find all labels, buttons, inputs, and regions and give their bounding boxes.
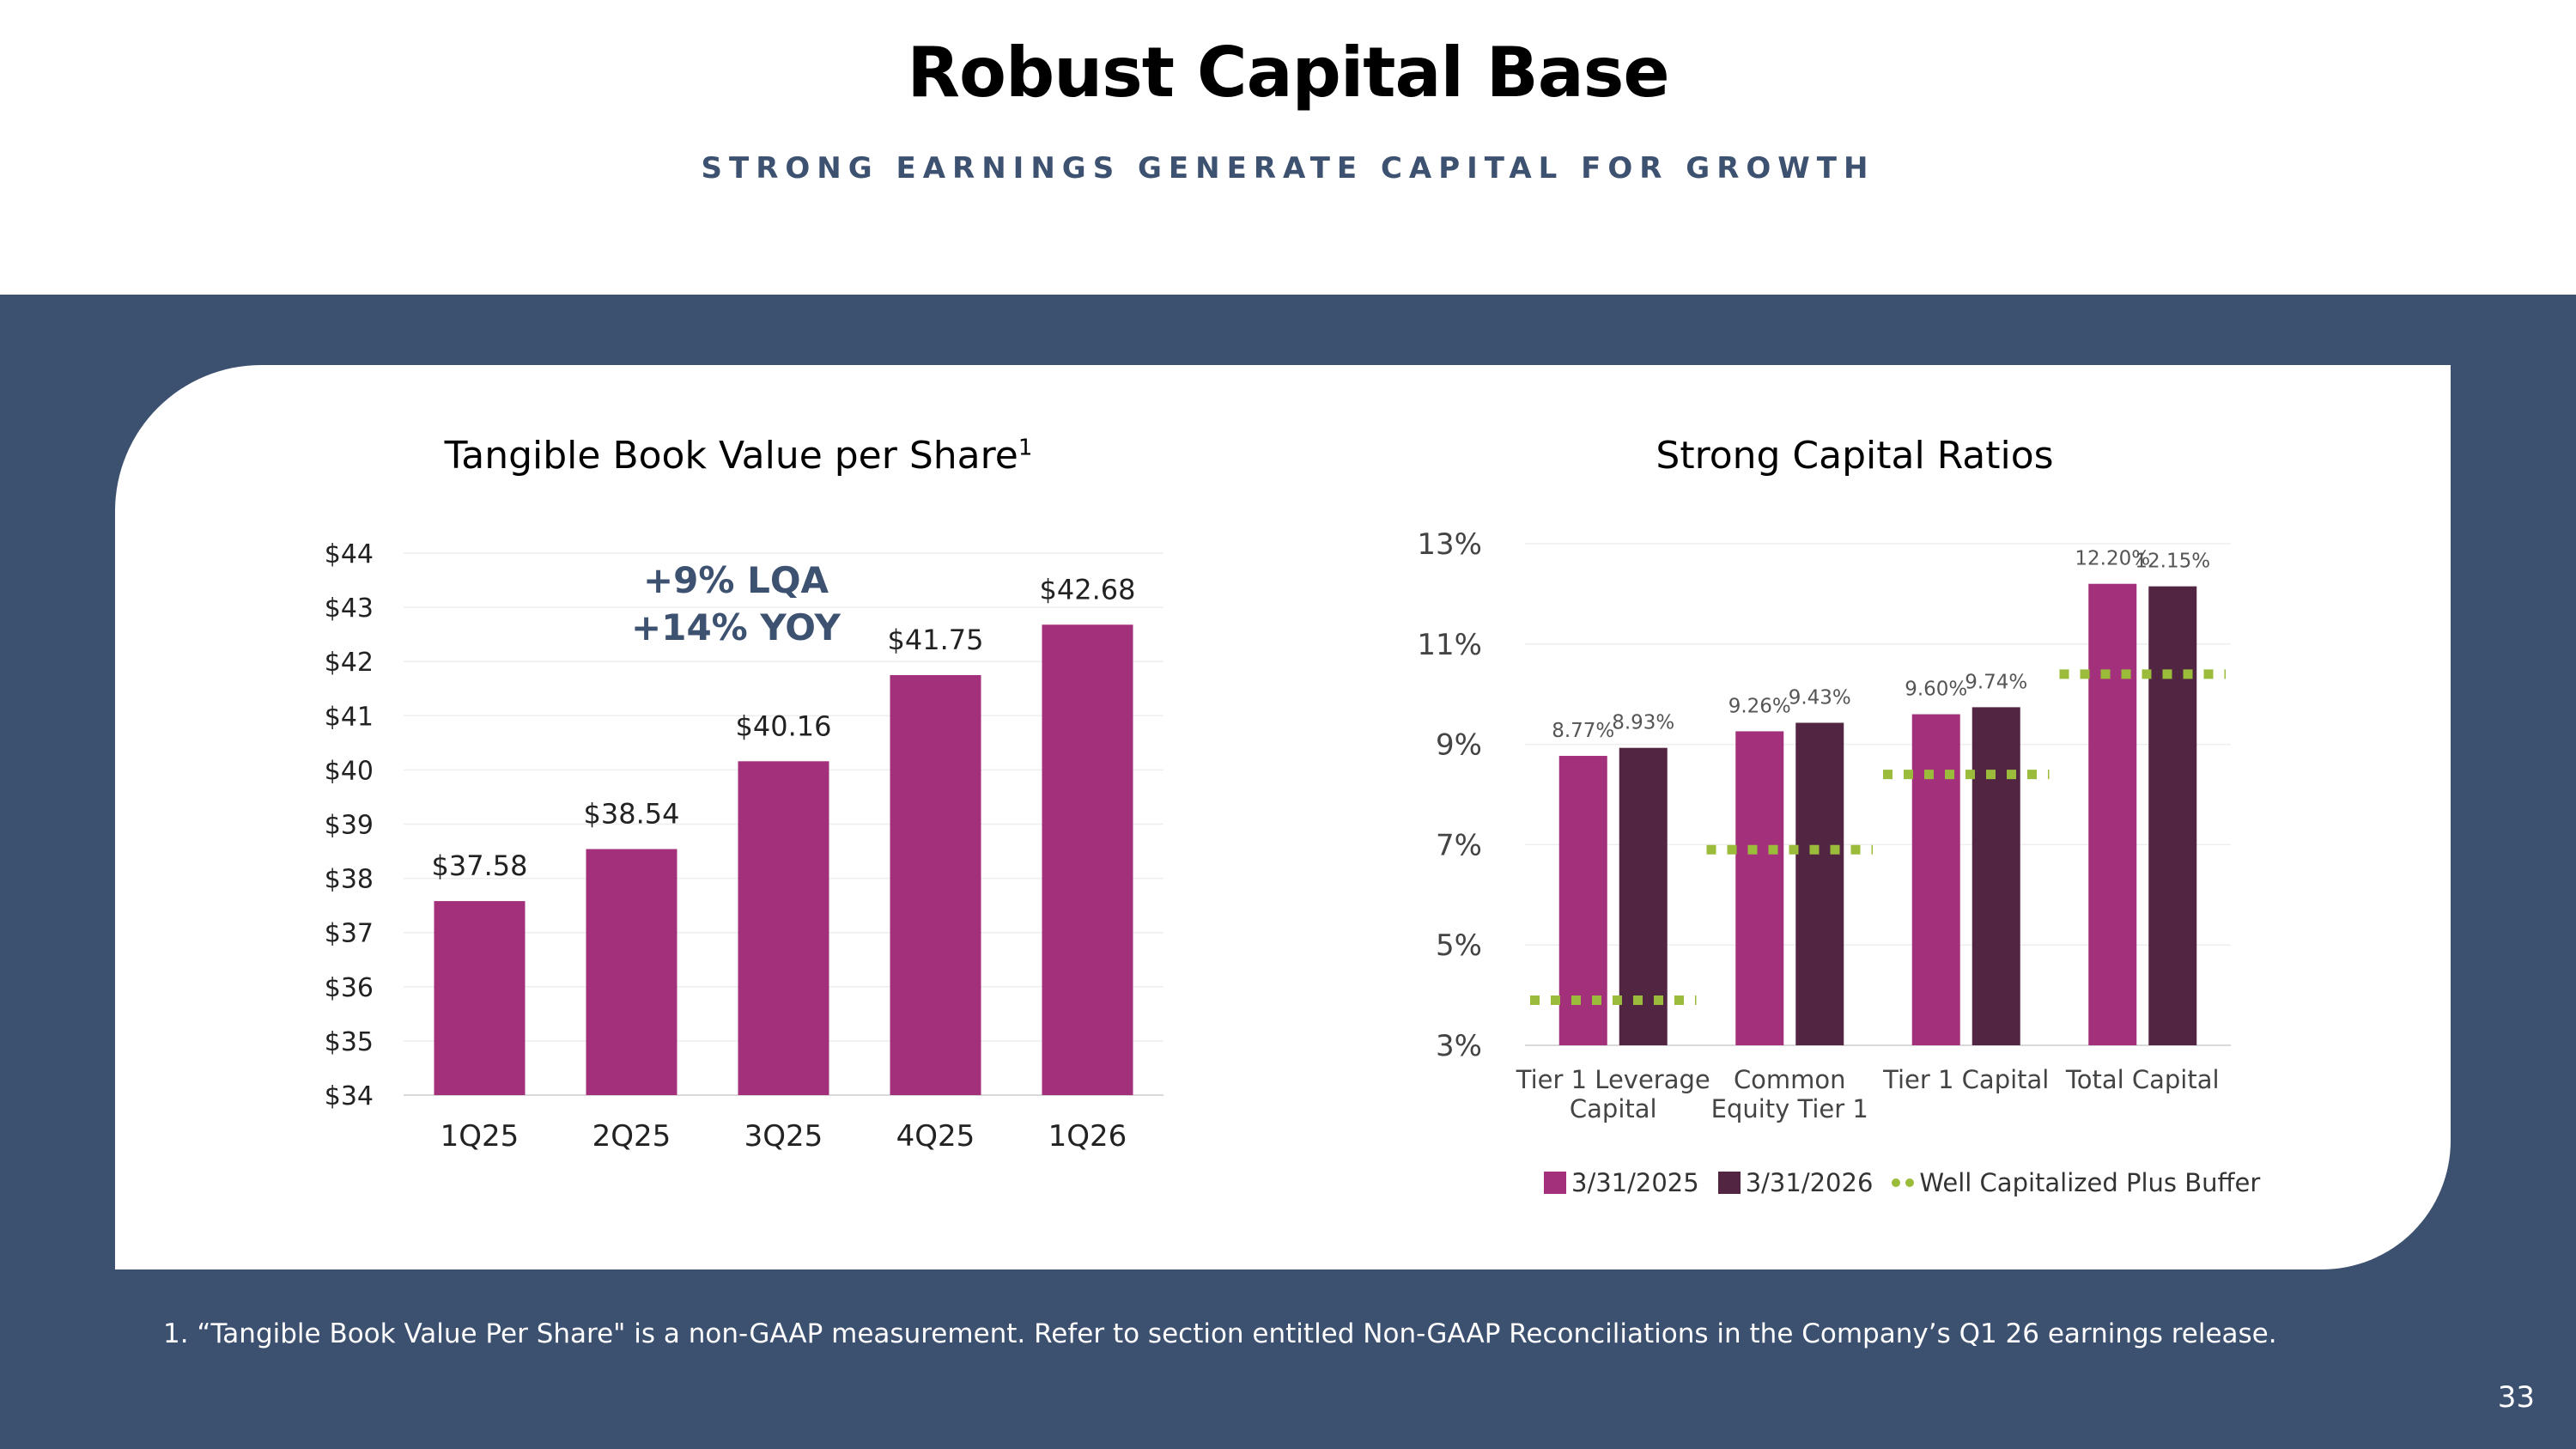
legend-swatch-buffer — [1892, 1178, 1915, 1187]
y-tick-label: $44 — [325, 539, 374, 569]
chart-title-capital-ratios: Strong Capital Ratios — [1656, 434, 2054, 478]
x-tick-label: Tier 1 Capital — [1882, 1065, 2049, 1094]
bar — [1911, 714, 1960, 1045]
x-tick-label: Total Capital — [2065, 1065, 2220, 1094]
x-tick-label: 3Q25 — [744, 1119, 823, 1154]
y-tick-label: $38 — [325, 865, 374, 895]
y-tick-label: $41 — [325, 702, 374, 732]
data-label: $38.54 — [584, 798, 680, 831]
y-tick-label: 7% — [1436, 828, 1482, 862]
growth-annotation: +9% LQA — [643, 559, 829, 601]
data-label: 9.74% — [1965, 671, 2027, 693]
y-tick-label: $42 — [325, 648, 374, 678]
data-label: $37.58 — [432, 849, 528, 882]
bar — [738, 761, 829, 1095]
data-label: 8.93% — [1612, 712, 1674, 734]
x-tick-label: 1Q26 — [1048, 1119, 1127, 1154]
y-tick-label: $39 — [325, 811, 374, 841]
x-tick-label: 2Q25 — [592, 1119, 671, 1154]
footnote-marker: 1 — [1018, 435, 1033, 461]
data-label: 8.77% — [1552, 720, 1614, 742]
y-tick-label: 11% — [1417, 628, 1482, 662]
legend-label-buffer: Well Capitalized Plus Buffer — [1919, 1168, 2261, 1197]
x-tick-label: 1Q25 — [440, 1119, 519, 1154]
y-tick-label: 5% — [1436, 928, 1482, 963]
data-label: 9.60% — [1905, 679, 1967, 701]
bar — [890, 674, 981, 1095]
footnote: 1. “Tangible Book Value Per Share" is a … — [163, 1318, 2277, 1349]
chart-title-tbv: Tangible Book Value per Share1 — [444, 434, 1033, 478]
data-label: 9.43% — [1789, 686, 1851, 709]
x-tick-label: 4Q25 — [896, 1119, 975, 1154]
y-tick-label: $34 — [325, 1081, 374, 1111]
data-label: 12.15% — [2135, 551, 2210, 573]
y-tick-label: $37 — [325, 919, 374, 949]
page-subtitle: STRONG EARNINGS GENERATE CAPITAL FOR GRO… — [701, 151, 1875, 186]
legend-label-2026: 3/31/2026 — [1745, 1168, 1874, 1197]
legend-item-2026: 3/31/2026 — [1717, 1168, 1874, 1197]
legend-item-buffer: Well Capitalized Plus Buffer — [1892, 1168, 2260, 1197]
bar — [1795, 722, 1844, 1045]
bar — [1971, 707, 2020, 1045]
data-label: 12.20% — [2075, 548, 2150, 570]
growth-annotation: +14% YOY — [631, 606, 841, 648]
data-label: $40.16 — [736, 709, 832, 742]
y-tick-label: 3% — [1436, 1029, 1482, 1063]
y-tick-label: $43 — [325, 594, 374, 624]
x-tick-label: Capital — [1570, 1094, 1657, 1123]
y-tick-label: $36 — [325, 973, 374, 1003]
bar — [1735, 731, 1784, 1045]
y-tick-label: 13% — [1417, 527, 1482, 562]
legend-swatch-2025 — [1544, 1172, 1566, 1194]
bar — [1042, 624, 1133, 1095]
bar — [2148, 586, 2197, 1045]
legend-item-2025: 3/31/2025 — [1544, 1168, 1699, 1197]
y-tick-label: 9% — [1436, 728, 1482, 763]
data-label: 9.26% — [1728, 695, 1791, 717]
legend-label-2025: 3/31/2025 — [1571, 1168, 1699, 1197]
capital-ratios-legend: 3/31/2025 3/31/2026 Well Capitalized Plu… — [1544, 1168, 2279, 1197]
page-title: Robust Capital Base — [907, 33, 1669, 113]
x-tick-label: Tier 1 Leverage — [1516, 1065, 1710, 1094]
data-label: $41.75 — [888, 624, 984, 656]
bar — [434, 901, 526, 1095]
content-card — [115, 365, 2451, 1269]
bar — [2088, 583, 2137, 1045]
x-tick-label: Common — [1734, 1065, 1846, 1094]
page-number: 33 — [2497, 1380, 2535, 1415]
x-tick-label: Equity Tier 1 — [1711, 1094, 1868, 1123]
data-label: $42.68 — [1040, 573, 1136, 606]
bar — [586, 849, 677, 1095]
legend-swatch-2026 — [1717, 1172, 1741, 1194]
y-tick-label: $40 — [325, 756, 374, 786]
y-tick-label: $35 — [325, 1027, 374, 1057]
